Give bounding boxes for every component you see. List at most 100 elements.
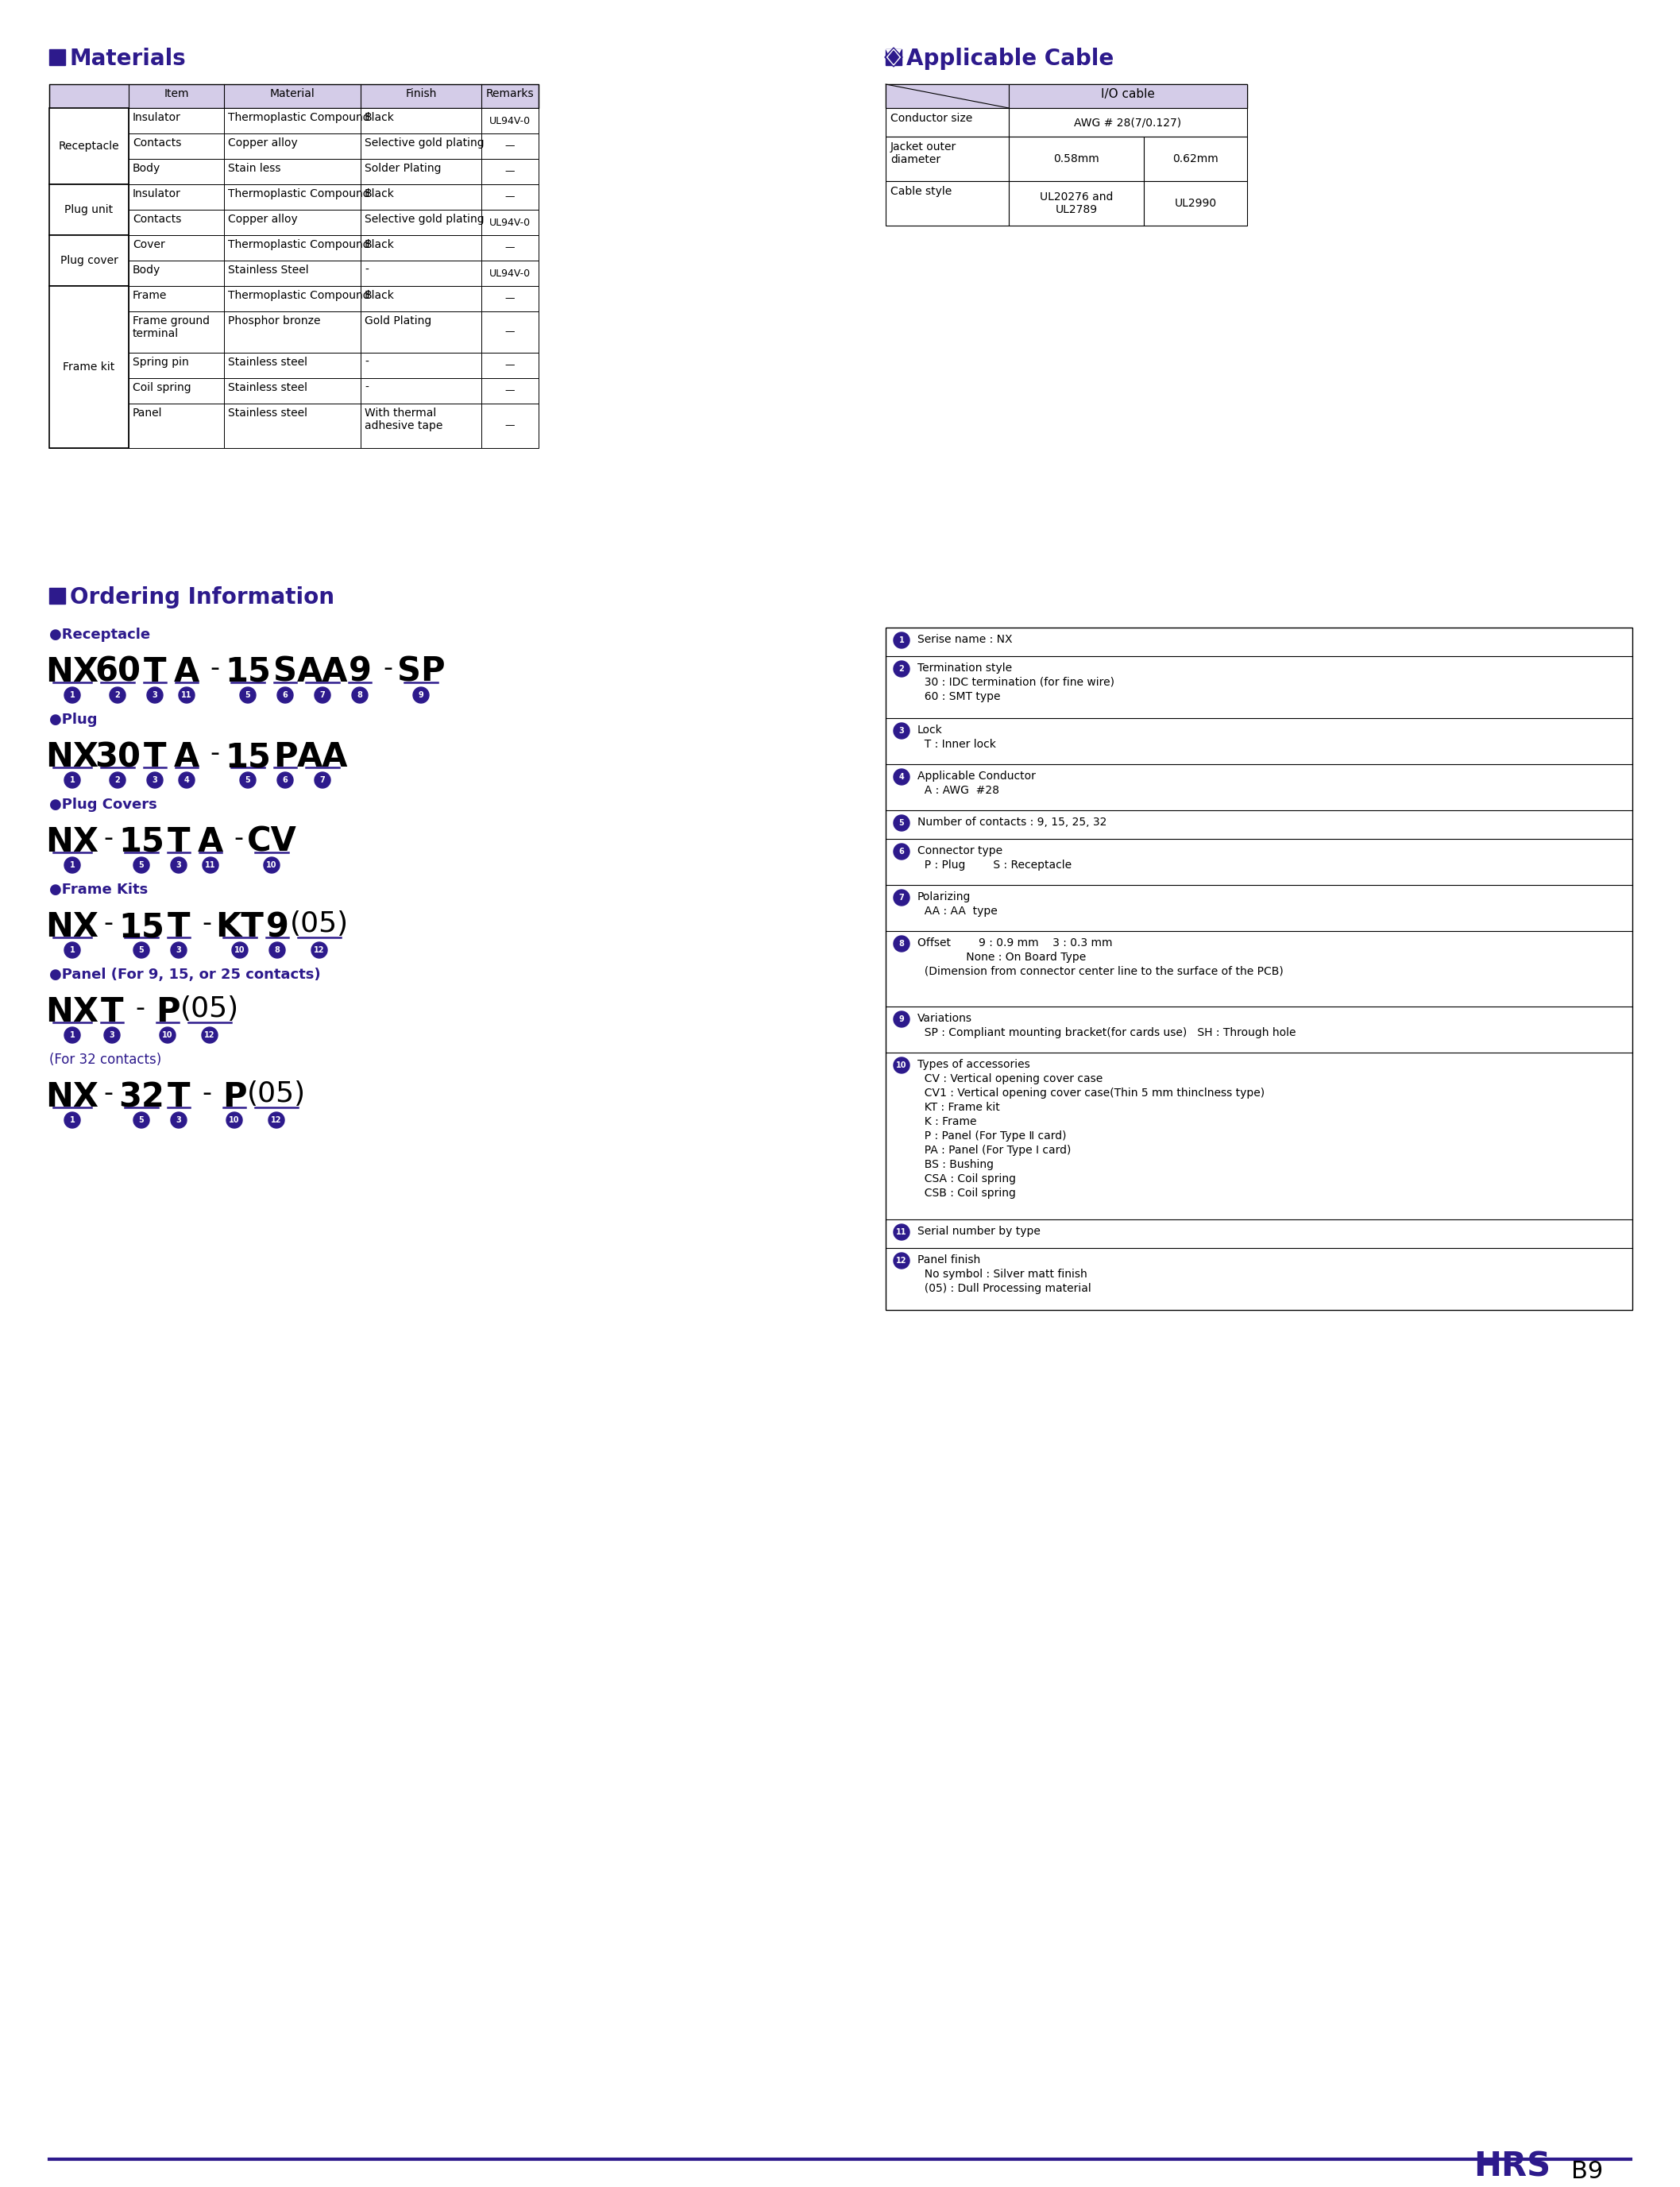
Text: UL94V-0: UL94V-0 <box>489 217 531 227</box>
Text: -: - <box>134 995 144 1021</box>
Text: -: - <box>202 1080 212 1107</box>
Text: Materials: Materials <box>71 48 186 70</box>
Text: Black: Black <box>365 291 395 302</box>
Bar <box>1008 182 1144 225</box>
Bar <box>129 352 223 378</box>
Text: —: — <box>506 385 516 396</box>
Text: 3: 3 <box>176 1115 181 1124</box>
Bar <box>885 628 1633 1310</box>
Text: Applicable Conductor: Applicable Conductor <box>917 770 1035 781</box>
Bar <box>49 50 66 66</box>
Text: 8: 8 <box>358 691 363 700</box>
Bar <box>1008 107 1247 136</box>
Text: None : On Board Type: None : On Board Type <box>917 951 1085 962</box>
Text: NX: NX <box>45 656 99 689</box>
Text: 3: 3 <box>176 947 181 954</box>
Circle shape <box>64 1113 81 1128</box>
Text: Spring pin: Spring pin <box>133 356 188 367</box>
Text: SP: SP <box>396 656 445 689</box>
Circle shape <box>894 844 909 859</box>
Text: 2: 2 <box>114 776 121 785</box>
Bar <box>49 405 129 448</box>
Text: 10: 10 <box>228 1115 240 1124</box>
Text: Receptacle: Receptacle <box>59 140 119 151</box>
Circle shape <box>133 857 150 873</box>
Text: 10: 10 <box>235 947 245 954</box>
Text: -: - <box>234 824 244 851</box>
Bar <box>129 160 223 184</box>
Text: T: T <box>168 1080 190 1113</box>
Bar <box>49 236 129 286</box>
Text: (05): (05) <box>247 1080 306 1107</box>
Text: 8: 8 <box>899 940 904 947</box>
Bar <box>129 405 223 448</box>
Bar <box>223 160 361 184</box>
Text: Stainless steel: Stainless steel <box>228 356 307 367</box>
Bar <box>482 160 539 184</box>
Text: ●Frame Kits: ●Frame Kits <box>49 884 148 897</box>
Bar <box>1144 136 1247 182</box>
Bar <box>482 107 539 133</box>
Text: —: — <box>506 192 516 201</box>
Bar <box>361 311 482 352</box>
Text: Contacts: Contacts <box>133 214 181 225</box>
Circle shape <box>160 1028 175 1043</box>
Text: -: - <box>102 1080 113 1107</box>
Text: P : Plug        S : Receptacle: P : Plug S : Receptacle <box>917 859 1072 870</box>
Text: Plug cover: Plug cover <box>60 256 118 267</box>
Text: (05) : Dull Processing material: (05) : Dull Processing material <box>917 1284 1092 1295</box>
Text: P: P <box>272 741 297 774</box>
Circle shape <box>277 687 292 702</box>
Bar <box>223 184 361 210</box>
Bar <box>49 286 129 311</box>
Circle shape <box>314 772 331 787</box>
Text: Gold Plating: Gold Plating <box>365 315 432 326</box>
Bar <box>223 236 361 260</box>
Polygon shape <box>885 48 902 68</box>
Bar <box>482 210 539 236</box>
Text: UL20276 and
UL2789: UL20276 and UL2789 <box>1040 192 1112 214</box>
Text: I/O cable: I/O cable <box>1100 87 1154 101</box>
Text: 10: 10 <box>895 1061 907 1069</box>
Bar <box>49 107 129 184</box>
Text: —: — <box>506 420 516 431</box>
Text: 9: 9 <box>899 1015 904 1024</box>
Bar <box>223 378 361 405</box>
Text: Serise name : NX: Serise name : NX <box>917 634 1013 645</box>
Bar <box>482 405 539 448</box>
Text: Item: Item <box>165 87 188 98</box>
Text: 6: 6 <box>899 849 904 855</box>
Text: 30: 30 <box>94 741 141 774</box>
Bar <box>49 236 129 260</box>
Text: -: - <box>365 383 368 394</box>
Text: Copper alloy: Copper alloy <box>228 214 297 225</box>
Circle shape <box>171 943 186 958</box>
Circle shape <box>351 687 368 702</box>
Text: Stainless Steel: Stainless Steel <box>228 265 309 276</box>
Text: 5: 5 <box>245 776 250 785</box>
Text: Connector type: Connector type <box>917 844 1003 857</box>
Bar <box>482 286 539 311</box>
Bar <box>482 260 539 286</box>
Text: A: A <box>198 824 223 859</box>
Bar <box>361 184 482 210</box>
Text: 15: 15 <box>118 910 165 945</box>
Text: 0.58mm: 0.58mm <box>1053 153 1099 164</box>
Circle shape <box>178 772 195 787</box>
Text: Selective gold plating: Selective gold plating <box>365 138 484 149</box>
Bar <box>885 50 902 66</box>
Text: -: - <box>210 741 218 768</box>
Bar <box>223 405 361 448</box>
Text: 12: 12 <box>895 1258 907 1264</box>
Text: 5: 5 <box>245 691 250 700</box>
Text: -: - <box>102 824 113 851</box>
Circle shape <box>894 890 909 905</box>
Text: Termination style: Termination style <box>917 663 1011 674</box>
Text: 60 : SMT type: 60 : SMT type <box>917 691 1001 702</box>
Polygon shape <box>885 50 902 66</box>
Text: HRS: HRS <box>1473 2150 1551 2183</box>
Text: Phosphor bronze: Phosphor bronze <box>228 315 321 326</box>
Text: 1: 1 <box>69 1030 76 1039</box>
Text: Variations: Variations <box>917 1013 973 1024</box>
Text: P : Panel (For Type Ⅱ card): P : Panel (For Type Ⅱ card) <box>917 1131 1067 1142</box>
